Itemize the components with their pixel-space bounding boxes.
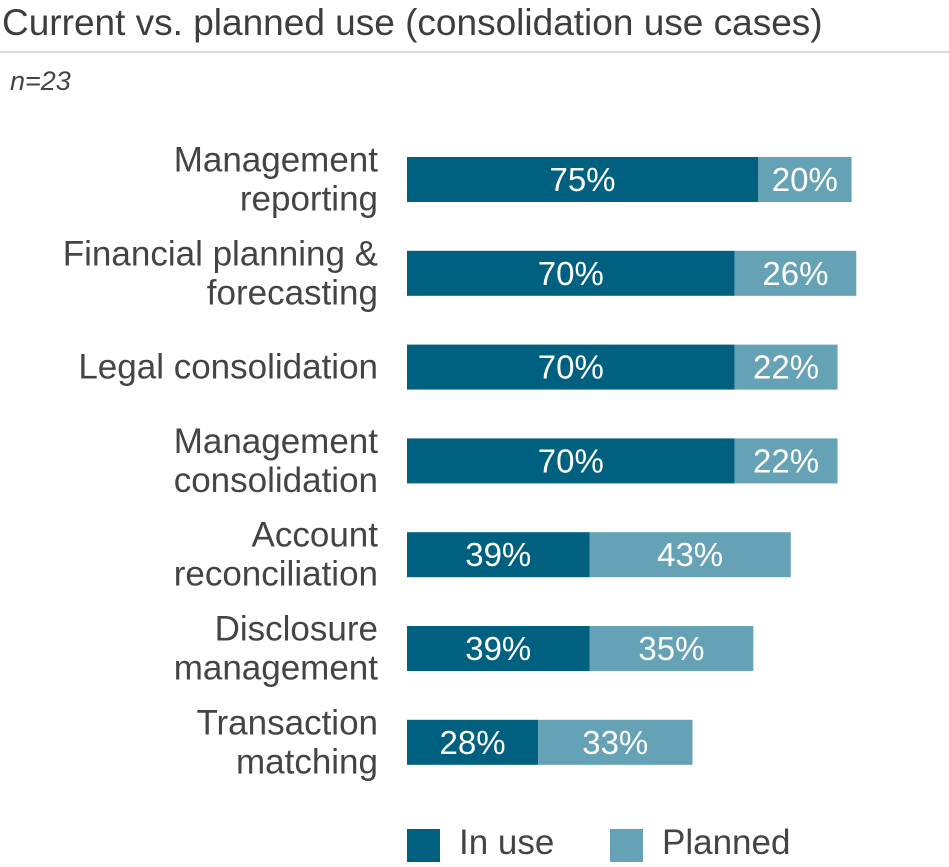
data-label: 33% bbox=[582, 724, 648, 761]
category-label: reconciliation bbox=[174, 555, 378, 594]
bar-segment-in-use bbox=[407, 250, 735, 296]
category-label: Management bbox=[174, 422, 379, 461]
category-label: matching bbox=[236, 742, 378, 781]
bar-segment-in-use bbox=[407, 438, 735, 484]
bar-segment-in-use bbox=[407, 626, 590, 671]
bar-segment-planned bbox=[734, 250, 857, 296]
title-divider bbox=[0, 51, 949, 53]
legend-swatch-in-use bbox=[407, 829, 440, 862]
data-label: 22% bbox=[753, 349, 819, 386]
data-label: 28% bbox=[439, 724, 505, 761]
data-label: 39% bbox=[465, 536, 531, 573]
bar-segment-in-use bbox=[407, 532, 590, 578]
category-label: reporting bbox=[240, 180, 378, 219]
legend-label-in-use: In use bbox=[459, 823, 555, 862]
data-label: 20% bbox=[772, 161, 838, 198]
data-label: 70% bbox=[538, 442, 604, 479]
bar-segment-planned bbox=[734, 438, 838, 484]
category-label: Disclosure bbox=[215, 610, 378, 649]
bar-segment-in-use bbox=[407, 719, 539, 765]
category-label: Management bbox=[174, 141, 379, 180]
data-label: 43% bbox=[657, 536, 723, 573]
category-label: management bbox=[174, 649, 379, 688]
bar-segment-in-use bbox=[407, 344, 735, 390]
bar-segment-in-use bbox=[407, 157, 758, 202]
bar-segment-planned bbox=[538, 719, 693, 765]
sample-size-note: n=23 bbox=[10, 66, 71, 96]
category-label: Legal consolidation bbox=[78, 348, 378, 387]
data-label: 70% bbox=[538, 349, 604, 386]
chart-title: Current vs. planned use (consolidation u… bbox=[2, 2, 823, 43]
category-label: Financial planning & bbox=[63, 234, 378, 273]
bar-segment-planned bbox=[758, 157, 852, 202]
bar-segment-planned bbox=[734, 344, 838, 390]
data-label: 26% bbox=[762, 255, 828, 292]
data-label: 22% bbox=[753, 442, 819, 479]
legend-label-planned: Planned bbox=[662, 823, 791, 862]
category-label: consolidation bbox=[174, 461, 378, 500]
bar-segment-planned bbox=[589, 626, 754, 671]
category-label: forecasting bbox=[207, 273, 378, 312]
data-label: 39% bbox=[465, 630, 531, 667]
data-label: 35% bbox=[638, 630, 704, 667]
category-label: Account bbox=[252, 516, 379, 555]
legend-swatch-planned bbox=[610, 829, 643, 862]
category-label: Transaction bbox=[196, 703, 378, 742]
data-label: 75% bbox=[549, 161, 615, 198]
bar-segment-planned bbox=[589, 532, 791, 578]
data-label: 70% bbox=[538, 255, 604, 292]
